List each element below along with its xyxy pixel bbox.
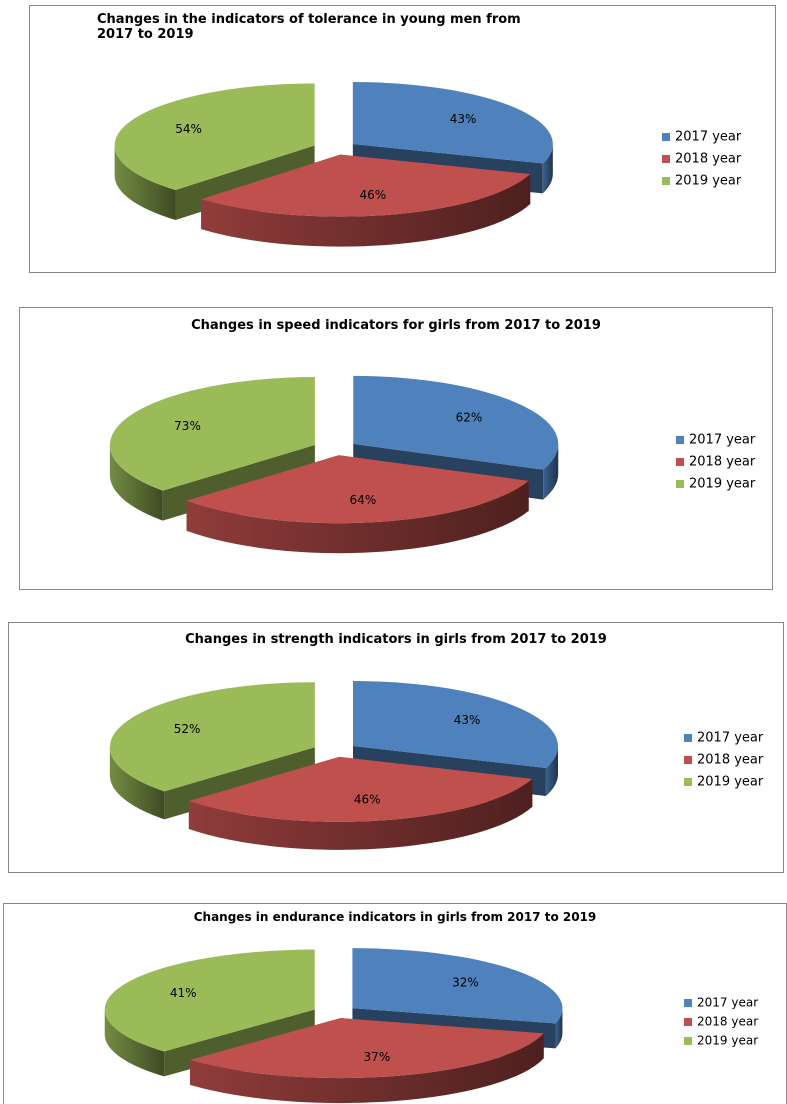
legend-swatch <box>676 458 684 466</box>
legend-label: 2018 year <box>675 152 742 167</box>
slice <box>188 756 533 822</box>
legend-swatch <box>684 734 692 742</box>
slice <box>109 682 315 792</box>
legend-swatch <box>662 177 670 185</box>
slice-side <box>109 445 163 521</box>
legend-swatch <box>684 756 692 764</box>
slice-side <box>542 144 553 194</box>
legend-label: 2017 year <box>689 433 756 448</box>
slice-side <box>109 747 165 820</box>
data-label: 37% <box>364 1050 391 1064</box>
slice <box>104 949 315 1052</box>
legend-label: 2019 year <box>675 174 742 189</box>
legend-label: 2018 year <box>697 753 764 768</box>
legend-label: 2019 year <box>697 1034 758 1048</box>
slice-side <box>186 480 529 554</box>
legend-swatch <box>662 155 670 163</box>
legend-label: 2017 year <box>675 130 742 145</box>
legend-swatch <box>662 133 670 141</box>
slice-side <box>545 745 558 796</box>
data-label: 32% <box>452 976 479 990</box>
legend-swatch <box>676 480 684 488</box>
slice <box>109 377 315 491</box>
slice-side <box>555 1008 563 1049</box>
legend-label: 2018 year <box>689 455 756 470</box>
legend-swatch <box>684 999 692 1007</box>
slice-side <box>543 443 559 500</box>
slice <box>352 948 563 1024</box>
chart-title: Changes in endurance indicators in girls… <box>193 910 597 924</box>
slice <box>114 83 315 190</box>
pie <box>114 82 553 247</box>
legend-label: 2018 year <box>697 1015 758 1029</box>
data-label: 46% <box>354 793 381 807</box>
slice-side <box>114 145 176 220</box>
legend-swatch <box>684 778 692 786</box>
slice <box>186 455 529 524</box>
legend-swatch <box>684 1037 692 1045</box>
pie <box>109 375 559 554</box>
legend-swatch <box>684 1018 692 1026</box>
data-label: 64% <box>350 493 377 507</box>
data-label: 62% <box>456 411 483 425</box>
chart-title: Changes in the indicators of tolerance i… <box>97 12 521 42</box>
chart-title: Changes in speed indicators for girls fr… <box>191 318 601 333</box>
legend-label: 2017 year <box>697 731 764 746</box>
legend-label: 2017 year <box>697 996 758 1010</box>
data-label: 43% <box>450 112 477 126</box>
slice <box>352 680 558 768</box>
slice <box>201 154 531 217</box>
data-label: 41% <box>170 986 197 1000</box>
slice-side <box>188 778 533 850</box>
data-label: 54% <box>175 122 202 136</box>
legend-label: 2019 year <box>689 477 756 492</box>
data-label: 43% <box>454 713 481 727</box>
slice-side <box>189 1033 544 1104</box>
chart-title: Changes in strength indicators in girls … <box>185 632 607 647</box>
slice <box>189 1018 544 1079</box>
data-label: 73% <box>174 419 201 433</box>
slice <box>352 82 553 164</box>
legend-swatch <box>676 436 684 444</box>
slice-side <box>201 174 531 247</box>
slice <box>353 375 559 470</box>
data-label: 46% <box>359 188 386 202</box>
pie <box>109 680 558 850</box>
legend-label: 2019 year <box>697 775 764 790</box>
pie <box>104 948 563 1104</box>
data-label: 52% <box>174 722 201 736</box>
slice-side <box>104 1009 165 1077</box>
